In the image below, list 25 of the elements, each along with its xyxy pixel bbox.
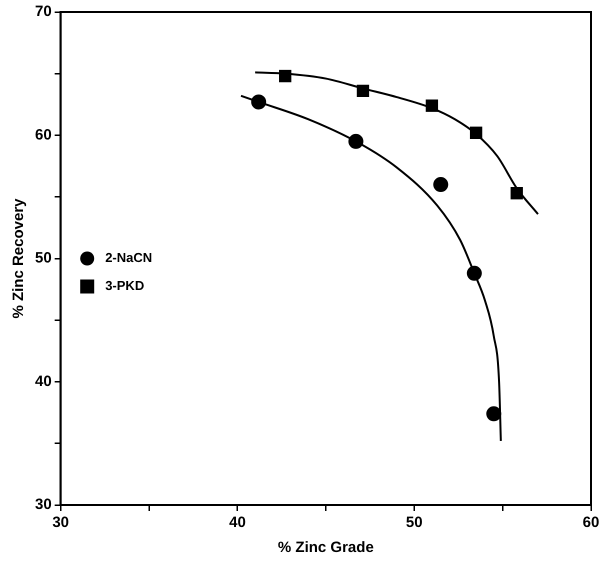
y-tick-label: 50 <box>34 250 52 267</box>
y-tick-label: 30 <box>34 496 52 514</box>
x-tick-label: 50 <box>406 514 423 532</box>
y-tick-label: 60 <box>34 126 52 144</box>
point <box>279 70 292 82</box>
line-series <box>240 94 502 442</box>
y-tick-label: 70 <box>34 3 52 20</box>
y-tick-label: 40 <box>34 372 52 390</box>
point <box>426 100 438 112</box>
x-axis-title: % Zinc Grade <box>278 539 374 556</box>
x-tick-label: 40 <box>229 514 246 532</box>
line-series <box>254 71 539 216</box>
point <box>251 94 266 110</box>
point <box>348 134 364 149</box>
legend-label: 2-NaCN <box>105 250 152 266</box>
point <box>466 266 482 281</box>
x-tick-label: 30 <box>52 514 70 532</box>
point <box>433 177 448 192</box>
point <box>470 126 482 139</box>
point <box>510 187 523 200</box>
x-tick-label: 60 <box>582 514 600 532</box>
legend-label: 3-PKD <box>105 278 144 294</box>
point <box>356 84 370 98</box>
point <box>486 406 502 422</box>
y-axis-title: % Zinc Recovery <box>10 198 28 319</box>
